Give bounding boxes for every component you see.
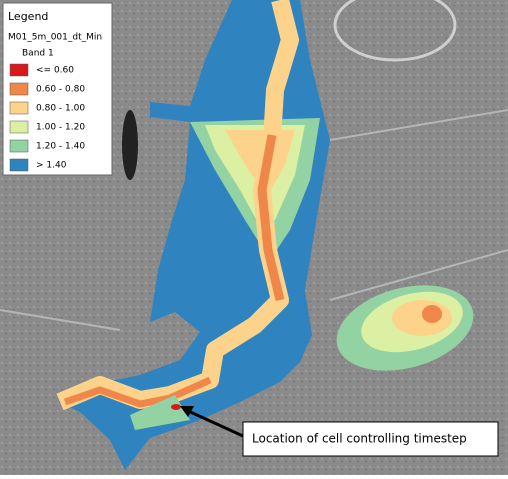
road	[0, 109, 508, 331]
channel	[257, 134, 285, 302]
annotation: Location of cell controlling timestep	[180, 406, 499, 457]
flood-extent	[56, 0, 474, 470]
track	[333, 0, 457, 62]
legend-items: <= 0.60 0.60 - 0.80 0.80 - 1.00 1.00 - 1.20…	[9, 63, 85, 172]
legend-swatch	[9, 101, 29, 115]
legend-swatch	[9, 120, 29, 134]
legend-swatch	[9, 82, 29, 96]
legend-label: <= 0.60	[36, 66, 74, 76]
depth-band	[392, 300, 452, 336]
legend-label: > 1.40	[36, 161, 67, 171]
trees	[122, 110, 138, 180]
legend-swatch	[9, 158, 29, 172]
legend-title: Legend	[8, 10, 48, 23]
legend-label: 1.00 - 1.20	[36, 123, 85, 133]
depth-band	[422, 305, 442, 323]
channel	[56, 0, 299, 411]
band-name: Band 1	[22, 49, 54, 59]
legend-label: 1.20 - 1.40	[36, 142, 85, 152]
channel	[63, 376, 212, 408]
layer-name: M01_5m_001_dt_Min	[8, 33, 102, 43]
depth-band	[130, 395, 190, 430]
legend-label: 0.60 - 0.80	[36, 85, 85, 95]
controlling-cell	[171, 404, 181, 410]
annotation-text: Location of cell controlling timestep	[252, 432, 467, 446]
arrow-head	[180, 406, 194, 417]
legend-label: 0.80 - 1.00	[36, 104, 85, 114]
annotation-box	[242, 421, 499, 457]
legend-swatch	[9, 139, 29, 153]
depth-band	[58, 0, 330, 470]
arrow-line	[185, 408, 244, 438]
legend: Legend M01_5m_001_dt_Min Band 1 <= 0.60 0…	[2, 2, 113, 176]
legend-swatch	[9, 63, 29, 77]
